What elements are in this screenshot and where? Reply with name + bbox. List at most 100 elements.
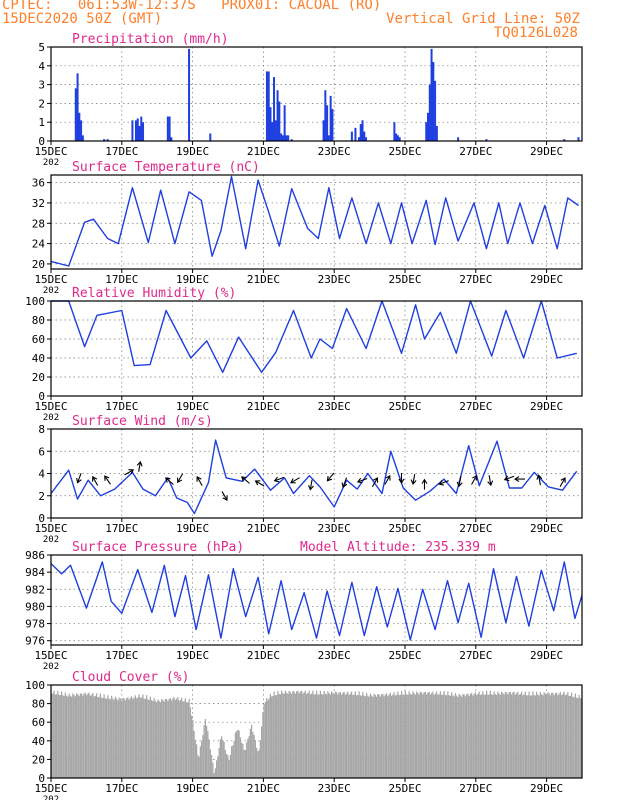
precip-bar [81,135,84,141]
cloud-bar [58,694,60,778]
cloud-bar [239,737,241,778]
cloud-bar [186,702,188,778]
wind-arrow [398,472,405,484]
cloud-bar [263,704,265,778]
cloud-bar [456,695,458,778]
cloud-bar [372,696,374,778]
cloud-bar [254,740,256,778]
cloud-bar [149,696,151,778]
panel-frame [50,174,583,270]
cloud-bar [207,731,209,778]
panel-annotation: Model Altitude: 235.339 m [300,540,496,555]
precip-bar [80,120,83,141]
cloud-bar [471,692,473,778]
precip-bar [290,139,293,141]
x-tick-label: 19DEC [176,145,209,158]
cloud-bar [479,694,481,778]
wind-arrow-shaft [488,475,492,486]
cloud-bar [219,739,221,778]
cloud-bar [211,755,213,778]
cloud-bar [236,730,238,778]
y-tick-label: 6 [38,445,45,458]
cloud-bar [63,695,65,778]
x-tick-label: 21DEC [247,522,280,535]
wind-arrow [410,474,417,486]
pressure-series-line [50,561,583,641]
x-tick-label: 25DEC [388,145,421,158]
cloud-bar [248,736,250,778]
cloud-bar [377,694,379,778]
wind-arrow-head [326,475,333,482]
cloud-bar [486,690,488,778]
cloud-bar [337,694,339,778]
wind-arrow-head [164,477,171,483]
wind-arrow-shaft [471,475,478,485]
wind-arrow [136,460,143,472]
wind-arrow [290,477,300,484]
wind-arrow-head [472,474,478,481]
x-year-label: 202 [43,286,59,296]
cloud-bar [104,698,106,778]
wind-arrow-shaft [458,476,462,487]
precip-bar [170,137,173,141]
cloud-bar [552,692,554,778]
cloud-bar [542,695,544,778]
cloud-bar [224,749,226,778]
cloud-bar [136,698,138,778]
cloud-bar [121,700,123,778]
cloud-bar [493,691,495,778]
cloud-bar [166,699,168,778]
y-tick-label: 984 [25,566,45,579]
cloud-bar [256,747,258,778]
cloud-bar [411,694,413,778]
cloud-bar [396,694,398,778]
cloud-bar [88,692,90,778]
cloud-bar [576,697,578,778]
cloud-bar [347,691,349,778]
header-run-id: TQ0126L028 [493,25,578,41]
cloud-bar [127,697,129,778]
wind-arrow-shaft [290,477,300,484]
cloud-bar [156,702,158,778]
wind-arrow-head [136,460,143,467]
precip-bar [428,84,431,141]
cloud-bar [408,691,410,778]
cloud-bar [449,695,451,778]
cloud-bar [203,725,205,778]
cloud-bar [158,700,160,778]
cloud-bar [167,701,169,778]
cloud-bar [473,693,475,778]
cloud-bar [262,712,264,778]
cloud-bar [474,692,476,778]
cloud-bar [363,695,365,778]
wind-arrow [221,491,228,501]
wind-arrow-head [176,477,183,484]
cloud-bar [123,698,125,778]
cloud-bar [168,698,170,778]
cloud-bar [233,740,235,778]
precip-bar [434,80,437,141]
cloud-bar [209,749,211,778]
cloud-bar [214,768,216,778]
panel-temperature: 20 24 28 32 36 15DEC 17DEC 19DEC 21DEC 23DEC 25DEC… [32,160,583,296]
cloud-bar [307,693,309,778]
y-tick-label: 0 [38,390,45,403]
x-tick-label: 17DEC [105,782,138,795]
cloud-bar [429,694,431,778]
wind-arrow [384,474,391,485]
cloud-bar [194,739,196,778]
wind-arrow [371,477,379,488]
cloud-bar [554,693,556,778]
wind-arrow [164,477,174,485]
y-tick-label: 0 [38,772,45,785]
cloud-bar [389,692,391,778]
cloud-bar [153,697,155,778]
cloud-bar [521,691,523,778]
cloud-bar [358,691,360,778]
wind-arrow-head [308,484,314,491]
cloud-bar [376,696,378,778]
cloud-bar [313,694,315,778]
cloud-bar [432,691,434,778]
cloud-bar [487,694,489,778]
x-tick-label: 23DEC [318,400,351,413]
